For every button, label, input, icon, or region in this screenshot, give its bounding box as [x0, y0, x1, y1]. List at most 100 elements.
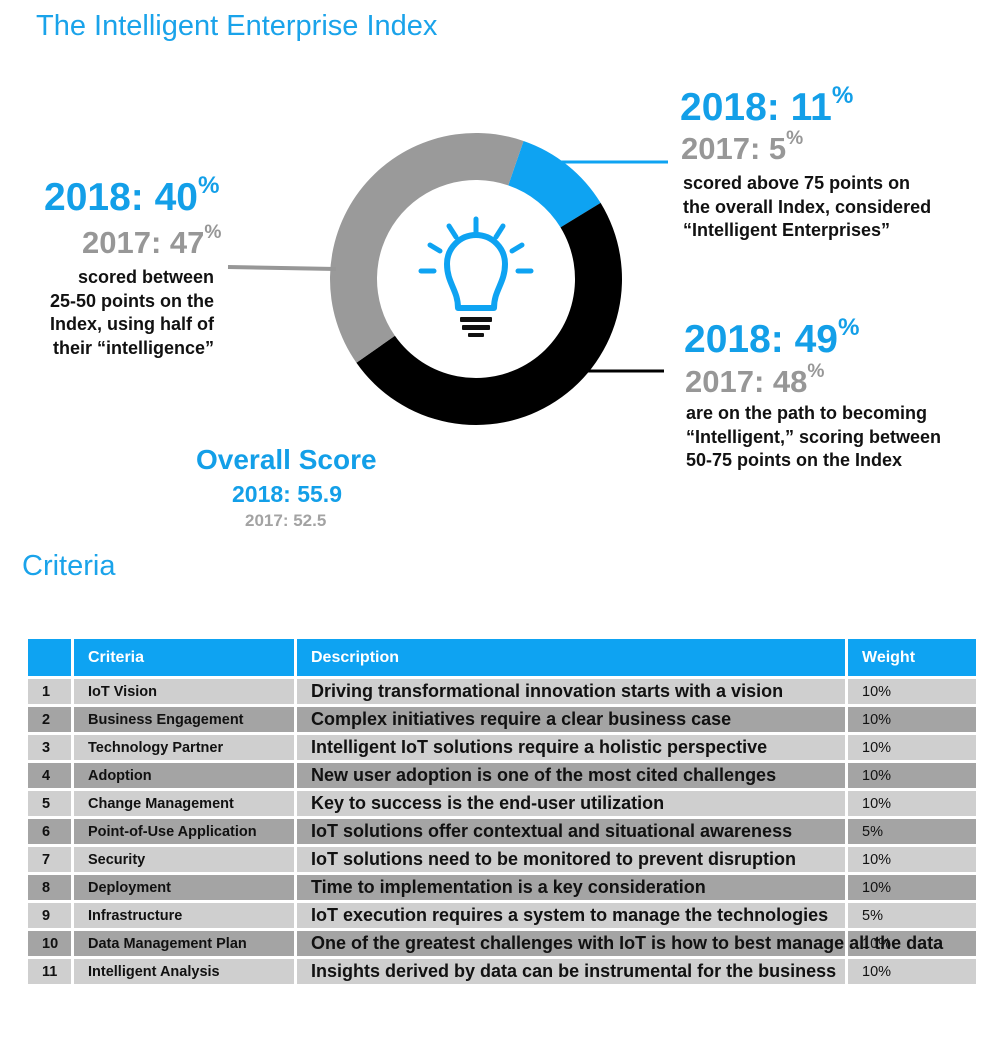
criteria-weight: 10% — [848, 959, 976, 984]
criteria-description: IoT execution requires a system to manag… — [297, 903, 845, 928]
row-number: 6 — [28, 819, 71, 844]
desc-line: Index, using half of — [49, 314, 214, 334]
percent-sign: % — [807, 360, 825, 382]
donut-slice-3 — [330, 133, 524, 363]
callout-left-2017: 2017: 47% — [82, 221, 222, 261]
criteria-name: Infrastructure — [74, 903, 294, 928]
table-row: 11 Intelligent Analysis Insights derived b… — [28, 959, 976, 984]
callout-left-2018-value: 2018: 40 — [44, 176, 198, 219]
row-number: 8 — [28, 875, 71, 900]
table-row: 8 Deployment Time to implementation is a k… — [28, 875, 976, 900]
row-number: 7 — [28, 847, 71, 872]
criteria-weight: 10% — [848, 875, 976, 900]
criteria-description: New user adoption is one of the most cit… — [297, 763, 845, 788]
row-number: 10 — [28, 931, 71, 956]
col-header-weight: Weight — [848, 639, 976, 676]
desc-line: are on the path to becoming — [686, 403, 928, 423]
percent-sign: % — [786, 127, 804, 149]
desc-line: their “intelligence” — [52, 337, 214, 358]
callout-top-right-2018: 2018: 11% — [680, 82, 853, 130]
criteria-table: Criteria Description Weight 1 IoT Vision D… — [25, 636, 979, 987]
percent-sign: % — [831, 81, 854, 109]
criteria-name: IoT Vision — [74, 679, 294, 704]
desc-line: scored above 75 points on — [683, 173, 911, 193]
leader-line-left — [227, 265, 337, 271]
criteria-name: Deployment — [74, 875, 294, 900]
col-header-criteria: Criteria — [74, 639, 294, 676]
criteria-description: One of the greatest challenges with IoT … — [297, 931, 943, 956]
table-row: 2 Business Engagement Complex initiatives … — [28, 707, 976, 732]
criteria-weight: 10% — [848, 707, 976, 732]
overall-score-2018: 2018: 55.9 — [232, 481, 342, 507]
criteria-name: Change Management — [74, 791, 294, 816]
row-number: 3 — [28, 735, 71, 760]
table-row: 1 IoT Vision Driving transformational inno… — [28, 679, 976, 704]
row-number: 2 — [28, 707, 71, 732]
desc-line: “Intelligent Enterprises” — [683, 220, 891, 240]
callout-top-right-2017: 2017: 5% — [681, 127, 804, 167]
donut-slice-1 — [508, 140, 601, 228]
criteria-description: Driving transformational innovation star… — [297, 679, 845, 704]
criteria-description: IoT solutions need to be monitored to pr… — [297, 847, 845, 872]
callout-bottom-right-2018: 2018: 49% — [684, 314, 859, 362]
col-header-description: Description — [297, 639, 845, 676]
criteria-name: Business Engagement — [74, 707, 294, 732]
criteria-description: Intelligent IoT solutions require a holi… — [297, 735, 845, 760]
callout-bottom-right-2017: 2017: 48% — [685, 360, 825, 400]
criteria-name: Technology Partner — [74, 735, 294, 760]
callout-bottom-right-desc: are on the path to becoming “Intelligent… — [686, 402, 941, 473]
col-header-number — [28, 639, 71, 676]
desc-line: 25-50 points on the — [49, 290, 214, 311]
callout-top-right-2018-value: 2018: 11 — [680, 86, 832, 129]
criteria-weight: 5% — [848, 903, 976, 928]
table-header-row: Criteria Description Weight — [28, 639, 976, 676]
criteria-description: Complex initiatives require a clear busi… — [297, 707, 845, 732]
desc-line: “Intelligent,” scoring between — [686, 426, 942, 447]
criteria-name: Adoption — [74, 763, 294, 788]
callout-left-desc: scored between 25-50 points on the Index… — [34, 266, 214, 360]
criteria-weight: 10% — [848, 763, 976, 788]
overall-score-title: Overall Score — [196, 444, 377, 475]
criteria-name: Security — [74, 847, 294, 872]
callout-bottom-right-2017-value: 2017: 48 — [685, 364, 808, 399]
table-row: 4 Adoption New user adoption is one of the… — [28, 763, 976, 788]
callout-bottom-right-2018-value: 2018: 49 — [684, 318, 838, 361]
criteria-name: Intelligent Analysis — [74, 959, 294, 984]
criteria-weight: 10% — [848, 847, 976, 872]
donut-slice-2 — [356, 202, 622, 425]
table-row: 10 Data Management Plan One of the greates… — [28, 931, 976, 956]
desc-line: the overall Index, considered — [683, 196, 932, 217]
table-row: 5 Change Management Key to success is the … — [28, 791, 976, 816]
criteria-weight: 5% — [848, 819, 976, 844]
desc-line: scored between — [77, 267, 214, 287]
percent-sign: % — [837, 313, 860, 341]
criteria-weight: 10% — [848, 735, 976, 760]
overall-score-2017: 2017: 52.5 — [245, 511, 327, 530]
donut-slices — [330, 133, 622, 425]
criteria-heading: Criteria — [22, 550, 116, 582]
callout-top-right-desc: scored above 75 points on the overall In… — [683, 172, 931, 243]
percent-sign: % — [197, 171, 220, 199]
donut-chart — [227, 133, 668, 425]
criteria-name: Point-of-Use Application — [74, 819, 294, 844]
row-number: 9 — [28, 903, 71, 928]
criteria-description: IoT solutions offer contextual and situa… — [297, 819, 845, 844]
callout-left-2018: 2018: 40% — [44, 172, 219, 220]
table-row: 6 Point-of-Use Application IoT solutions o… — [28, 819, 976, 844]
desc-line: 50-75 points on the Index — [686, 450, 903, 470]
callout-left-2017-value: 2017: 47 — [82, 225, 205, 260]
criteria-table-body: 1 IoT Vision Driving transformational inno… — [28, 679, 976, 984]
table-row: 7 Security IoT solutions need to be monito… — [28, 847, 976, 872]
callout-top-right-2017-value: 2017: 5 — [681, 131, 787, 166]
criteria-weight: 10% — [848, 679, 976, 704]
row-number: 5 — [28, 791, 71, 816]
lightbulb-icon — [418, 216, 534, 337]
page-title: The Intelligent Enterprise Index — [36, 10, 438, 42]
percent-sign: % — [204, 221, 222, 243]
criteria-name: Data Management Plan — [74, 931, 294, 956]
table-row: 3 Technology Partner Intelligent IoT solut… — [28, 735, 976, 760]
row-number: 1 — [28, 679, 71, 704]
criteria-weight: 10% — [848, 791, 976, 816]
criteria-description: Key to success is the end-user utilizati… — [297, 791, 845, 816]
table-row: 9 Infrastructure IoT execution requires a … — [28, 903, 976, 928]
